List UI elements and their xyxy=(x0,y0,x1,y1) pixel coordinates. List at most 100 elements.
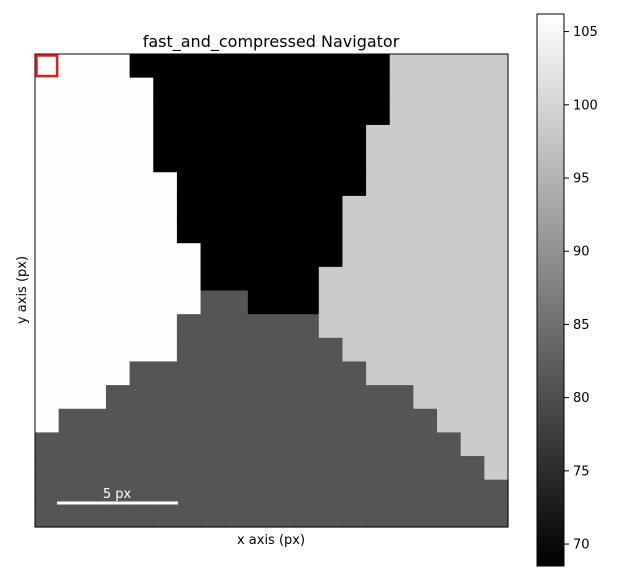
heatmap-cell xyxy=(105,432,131,457)
heatmap-cell xyxy=(176,361,202,386)
heatmap-cell xyxy=(366,219,391,244)
heatmap-cell xyxy=(366,172,391,197)
heatmap-cell xyxy=(129,408,154,433)
heatmap-cell xyxy=(484,314,509,339)
heatmap-cell xyxy=(342,314,367,339)
heatmap-cell xyxy=(153,54,178,79)
heatmap-cell xyxy=(295,503,320,528)
heatmap-cell xyxy=(342,290,367,315)
heatmap-cell xyxy=(129,172,154,197)
heatmap-cell xyxy=(200,337,225,363)
heatmap-cell xyxy=(82,195,107,221)
heatmap-cell xyxy=(437,503,462,528)
heatmap-cell xyxy=(129,243,154,268)
heatmap-cell xyxy=(82,124,107,150)
heatmap-cell xyxy=(366,456,391,481)
heatmap-cell xyxy=(58,361,83,386)
heatmap-cell xyxy=(82,503,107,528)
heatmap-cell xyxy=(224,195,249,221)
heatmap-cell xyxy=(295,456,320,481)
heatmap-cell xyxy=(389,503,414,528)
heatmap-cell xyxy=(295,101,320,126)
heatmap-cell xyxy=(389,479,414,504)
heatmap-cell xyxy=(437,479,462,504)
heatmap-cell xyxy=(366,266,391,292)
heatmap-cell xyxy=(105,408,131,433)
heatmap-cell xyxy=(247,243,273,268)
heatmap-cell xyxy=(484,432,509,457)
heatmap-cell xyxy=(176,290,202,315)
heatmap-cell xyxy=(460,148,485,173)
heatmap-cell xyxy=(318,314,344,339)
heatmap-cell xyxy=(366,77,391,102)
colorbar-tick-label: 95 xyxy=(573,171,590,186)
heatmap-cell xyxy=(224,172,249,197)
heatmap-cell xyxy=(295,337,320,363)
heatmap-cell xyxy=(58,337,83,363)
heatmap-cell xyxy=(437,124,462,150)
heatmap-cell xyxy=(35,148,60,173)
heatmap-cell xyxy=(413,385,438,410)
heatmap-cell xyxy=(342,54,367,79)
heatmap-cell xyxy=(200,195,225,221)
heatmap-cell xyxy=(366,337,391,363)
heatmap-cell xyxy=(105,219,131,244)
heatmap-cell xyxy=(247,385,273,410)
colorbar-tick-label: 80 xyxy=(573,391,590,406)
heatmap-cell xyxy=(247,479,273,504)
heatmap-cell xyxy=(413,77,438,102)
heatmap-cell xyxy=(437,361,462,386)
heatmap-cell xyxy=(271,361,296,386)
heatmap-cell xyxy=(318,77,344,102)
heatmap-cell xyxy=(35,124,60,150)
heatmap-cell xyxy=(176,337,202,363)
heatmap-cell xyxy=(366,54,391,79)
heatmap-cell xyxy=(484,456,509,481)
heatmap-cell xyxy=(105,456,131,481)
heatmap-cell xyxy=(366,361,391,386)
heatmap-cell xyxy=(82,408,107,433)
heatmap-cell xyxy=(460,432,485,457)
heatmap-cell xyxy=(342,456,367,481)
heatmap-cell xyxy=(271,479,296,504)
heatmap-cell xyxy=(366,195,391,221)
navigator-selection-marker[interactable] xyxy=(35,54,59,78)
heatmap-cell xyxy=(176,243,202,268)
heatmap-cell xyxy=(271,290,296,315)
colorbar-tick-label: 100 xyxy=(573,98,598,113)
heatmap-cell xyxy=(247,219,273,244)
heatmap-cell xyxy=(58,503,83,528)
heatmap-cell xyxy=(247,456,273,481)
heatmap-cell xyxy=(247,148,273,173)
heatmap-cell xyxy=(389,54,414,79)
heatmap-image[interactable] xyxy=(35,54,509,528)
heatmap-cell xyxy=(413,337,438,363)
heatmap-cell xyxy=(200,77,225,102)
colorbar-tick-label: 90 xyxy=(573,245,590,260)
heatmap-cell xyxy=(484,290,509,315)
heatmap-cell xyxy=(342,101,367,126)
heatmap-cell xyxy=(413,219,438,244)
heatmap-cell xyxy=(247,290,273,315)
heatmap-cell xyxy=(129,148,154,173)
heatmap-cell xyxy=(318,385,344,410)
heatmap-cell xyxy=(437,385,462,410)
heatmap-cell xyxy=(342,361,367,386)
heatmap-cell xyxy=(82,243,107,268)
heatmap-cell xyxy=(389,124,414,150)
heatmap-cell xyxy=(58,432,83,457)
heatmap-cell xyxy=(35,456,60,481)
heatmap-cell xyxy=(105,266,131,292)
heatmap-cell xyxy=(271,54,296,79)
heatmap-cell xyxy=(58,172,83,197)
heatmap-cell xyxy=(200,456,225,481)
heatmap-cell xyxy=(129,124,154,150)
heatmap-cell xyxy=(389,290,414,315)
heatmap-cell xyxy=(366,432,391,457)
heatmap-cell xyxy=(437,172,462,197)
heatmap-cell xyxy=(389,361,414,386)
heatmap-cell xyxy=(318,124,344,150)
heatmap-cell xyxy=(484,385,509,410)
heatmap-cell xyxy=(318,195,344,221)
heatmap-cell xyxy=(342,266,367,292)
